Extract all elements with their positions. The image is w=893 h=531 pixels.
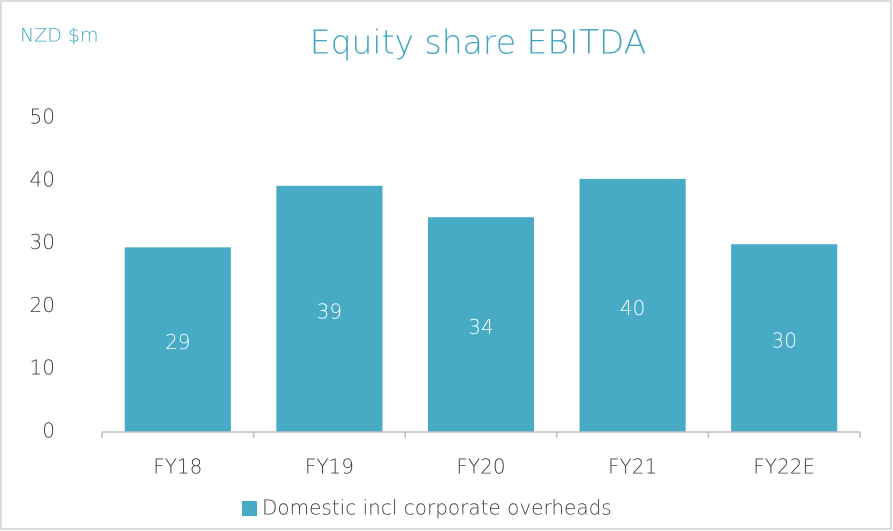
bar: [579, 178, 686, 432]
y-tick-label: 50: [30, 105, 55, 129]
y-tick-label: 40: [30, 167, 55, 191]
bar: [427, 217, 535, 432]
bar: [276, 185, 383, 432]
data-label: 30: [771, 329, 796, 353]
y-tick-label: 20: [30, 293, 55, 317]
bar: [124, 247, 231, 432]
data-label: 40: [620, 296, 645, 320]
x-tick-label: FY20: [456, 455, 505, 479]
x-tick-label: FY18: [153, 455, 202, 479]
data-label: 39: [317, 299, 342, 323]
y-tick-label: 0: [42, 419, 55, 443]
y-tick-label: 30: [30, 230, 55, 254]
data-label: 29: [165, 330, 190, 354]
y-axis-label: NZD $m: [20, 25, 99, 47]
x-tick-label: FY22E: [753, 455, 815, 479]
chart-title: Equity share EBITDA: [310, 23, 647, 62]
x-tick-label: FY21: [608, 455, 657, 479]
data-label: 34: [468, 315, 493, 339]
bar: [731, 244, 838, 432]
x-tick-label: FY19: [305, 455, 354, 479]
legend-swatch: [242, 501, 257, 516]
legend-label: Domestic incl corporate overheads: [262, 496, 612, 520]
y-tick-label: 10: [30, 356, 55, 380]
